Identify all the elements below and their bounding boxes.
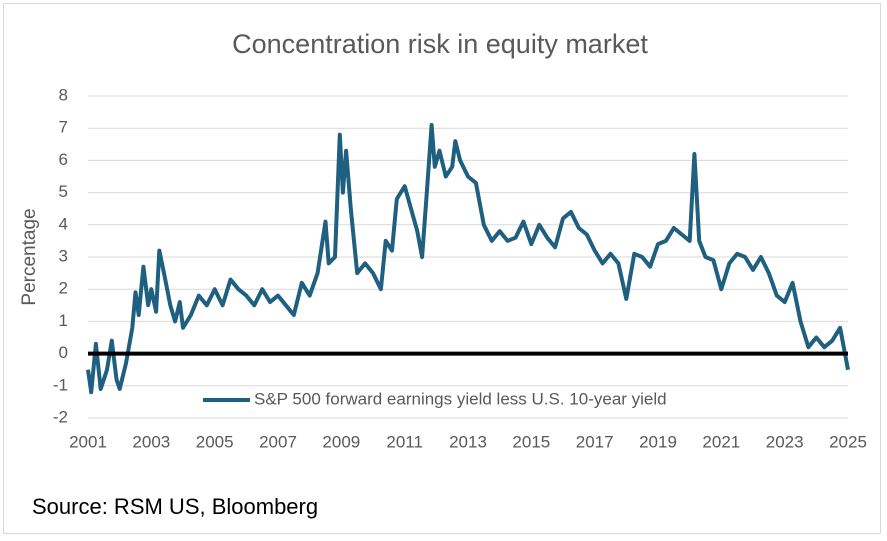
x-tick-label: 2015: [512, 432, 550, 451]
x-tick-label: 2013: [449, 432, 487, 451]
x-tick-label: 2011: [386, 432, 423, 451]
x-tick-label: 2003: [132, 432, 170, 451]
series-line: [86, 123, 850, 395]
x-tick-label: 2023: [766, 432, 804, 451]
y-tick-label: 4: [59, 214, 68, 233]
y-tick-label: -1: [53, 375, 68, 394]
x-tick-label: 2021: [702, 432, 740, 451]
y-tick-label: 1: [59, 311, 68, 330]
x-tick-label: 2007: [259, 432, 297, 451]
legend-label: S&P 500 forward earnings yield less U.S.…: [254, 389, 667, 408]
y-tick-label: 5: [59, 182, 68, 201]
chart-title: Concentration risk in equity market: [232, 29, 648, 59]
y-tick-label: 8: [59, 85, 68, 104]
y-tick-label: 6: [59, 150, 68, 169]
x-tick-label: 2009: [322, 432, 360, 451]
y-tick-label: 7: [59, 118, 68, 137]
y-axis-label: Percentage: [19, 208, 40, 305]
x-tick-label: 2025: [829, 432, 867, 451]
y-tick-label: 3: [59, 246, 68, 265]
chart-border: [3, 3, 881, 534]
x-tick-label: 2017: [576, 432, 614, 451]
y-tick-label: 2: [59, 279, 68, 298]
x-tick-label: 2001: [69, 432, 107, 451]
x-tick-label: 2019: [639, 432, 677, 451]
y-tick-label: 0: [59, 343, 68, 362]
source-note: Source: RSM US, Bloomberg: [32, 494, 318, 519]
x-tick-label: 2005: [196, 432, 234, 451]
y-tick-label: -2: [53, 407, 68, 426]
